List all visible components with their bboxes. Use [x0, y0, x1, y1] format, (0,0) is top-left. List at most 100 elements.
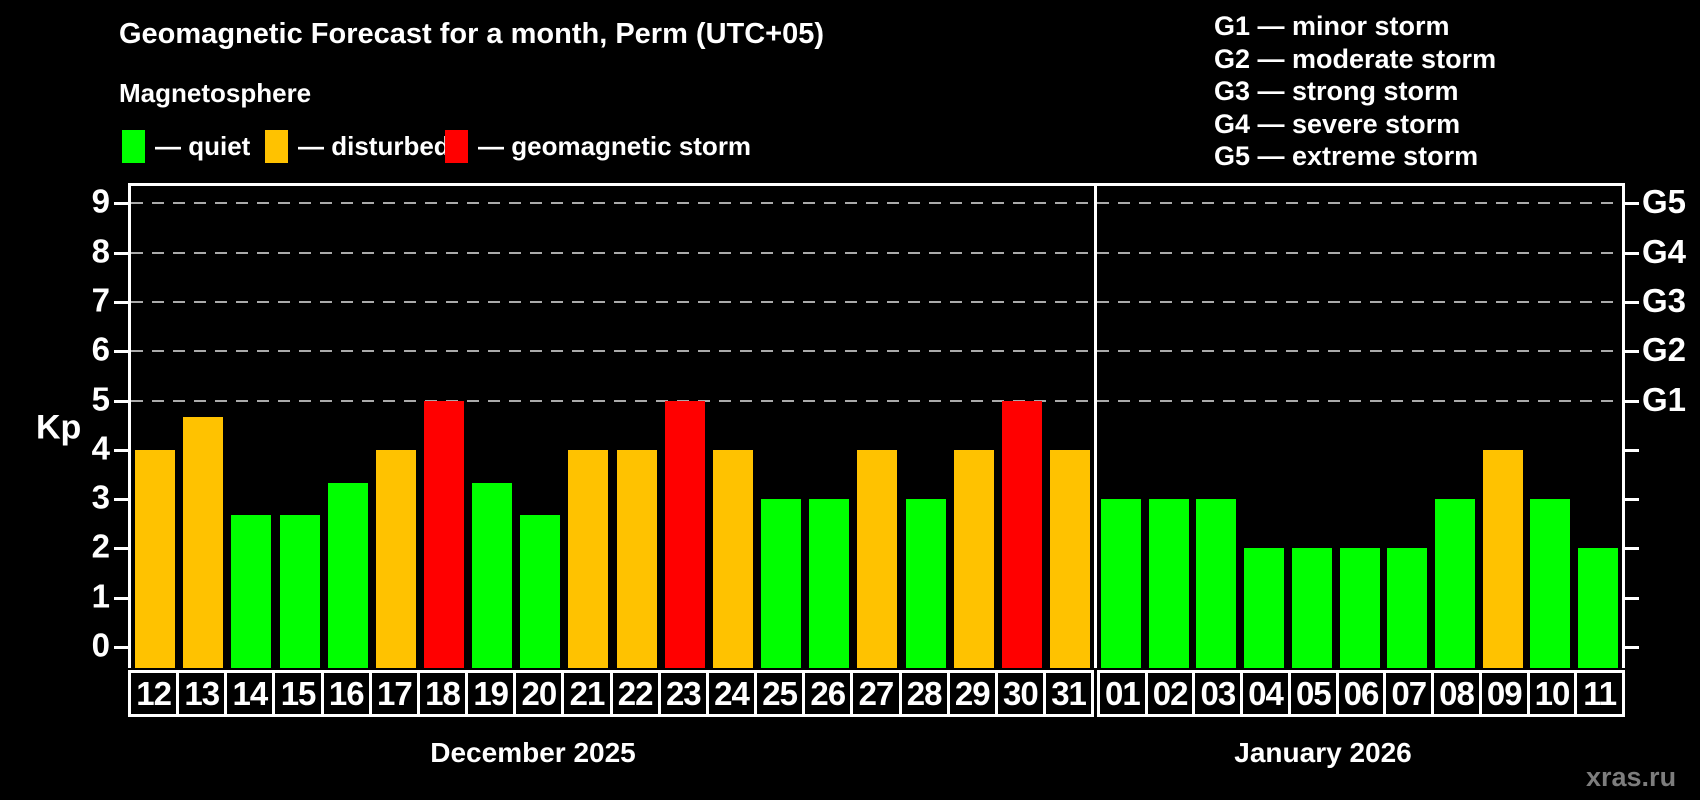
day-axis-label: 26: [802, 673, 850, 714]
y-axis-tick-label: 5: [91, 379, 110, 417]
kp-bar: [761, 499, 802, 668]
day-axis-label: 01: [1105, 675, 1141, 712]
y-axis-tick-label: 9: [91, 182, 110, 220]
day-slot: [275, 186, 323, 668]
day-slot: [227, 186, 275, 668]
day-slot: [1288, 186, 1336, 668]
left-axis-tick: [114, 251, 128, 255]
left-axis-tick: [114, 448, 128, 452]
day-axis-label: 13: [176, 673, 224, 714]
day-axis-label: 21: [561, 673, 609, 714]
day-axis-label: 19: [465, 673, 513, 714]
y-axis-tick-label: 0: [91, 626, 110, 664]
legend-label-quiet: — quiet: [155, 131, 251, 161]
disturbed-color-swatch: [265, 130, 288, 163]
day-axis-label: 09: [1478, 673, 1527, 714]
kp-bar: [1339, 548, 1380, 668]
left-axis-tick: [114, 646, 128, 649]
gridline: [131, 202, 1622, 205]
right-axis-tick: [1625, 596, 1639, 600]
legend-item-quiet: — quiet: [122, 130, 250, 163]
bars-december: [131, 186, 1094, 668]
kp-bar: [1578, 548, 1619, 668]
kp-bar: [472, 482, 513, 668]
day-axis-label: 30: [994, 673, 1043, 714]
kp-bar: [712, 449, 753, 668]
day-axis-label: 07: [1383, 673, 1431, 714]
month-label-january: January 2026: [1234, 737, 1412, 768]
g3-legend-line: G3 — strong storm: [1214, 76, 1459, 106]
day-axis-label: 14: [224, 673, 272, 714]
kp-bar: [183, 416, 224, 668]
y-axis-tick-label: 2: [91, 527, 110, 565]
kp-bar: [1387, 548, 1428, 668]
kp-bar: [279, 515, 320, 668]
day-axis-label: 28: [898, 673, 947, 714]
day-slot: [372, 186, 420, 668]
legend-label-storm: — geomagnetic storm: [478, 131, 752, 161]
day-slot: [420, 186, 468, 668]
day-slot: [1097, 186, 1145, 668]
bars-january: [1097, 186, 1622, 668]
g4-legend-line: G4 — severe storm: [1214, 108, 1461, 139]
kp-bar: [424, 400, 465, 668]
day-axis-label: 27: [850, 673, 898, 714]
right-axis-tick: [1625, 202, 1639, 206]
kp-bar: [905, 499, 946, 668]
day-slot: [564, 186, 612, 668]
kp-bar: [664, 400, 705, 668]
y-axis-tick-label: 7: [91, 281, 110, 319]
g1-legend-line: G1 — minor storm: [1214, 11, 1450, 41]
kp-bar: [953, 449, 994, 668]
kp-bar: [1291, 548, 1332, 668]
day-axis-label: 15: [272, 673, 320, 714]
kp-bar: [1482, 449, 1523, 668]
left-axis-tick: [114, 596, 128, 600]
day-slot: [1046, 186, 1094, 668]
day-axis-label: 12: [136, 675, 172, 712]
g-axis-tick-label: G1: [1642, 380, 1687, 418]
kp-bar: [1530, 499, 1571, 668]
kp-bar: [520, 515, 561, 668]
day-axis-label: 02: [1144, 673, 1193, 714]
kp-bar: [1435, 499, 1475, 668]
y-axis-tick-label: 4: [91, 429, 110, 467]
kp-bar: [616, 449, 657, 668]
month-separator-line: [1094, 186, 1097, 668]
day-slot: [468, 186, 516, 668]
y-axis-tick-label: 8: [91, 232, 110, 270]
g2-legend-line: G2 — moderate storm: [1214, 43, 1497, 74]
day-slot: [709, 186, 757, 668]
right-axis-tick: [1625, 646, 1639, 649]
left-axis-tick: [114, 399, 128, 403]
day-slot: [1192, 186, 1240, 668]
day-axis-label: 16: [320, 673, 369, 714]
day-slot: [853, 186, 901, 668]
day-axis-label: 29: [946, 673, 995, 714]
day-axis-label: 04: [1240, 673, 1288, 714]
day-axis-label: 03: [1192, 673, 1240, 714]
right-axis-tick: [1625, 448, 1639, 452]
kp-bar: [1148, 499, 1189, 668]
right-axis-tick: [1625, 498, 1639, 502]
left-axis-tick: [114, 350, 128, 354]
day-slot: [1431, 186, 1479, 668]
kp-bar: [327, 482, 368, 668]
day-slot: [902, 186, 950, 668]
kp-bar: [375, 449, 416, 668]
kp-bar: [1050, 449, 1091, 668]
watermark: xras.ru: [1586, 762, 1677, 792]
gridline: [131, 251, 1622, 254]
day-axis-label: 06: [1335, 673, 1384, 714]
kp-bar: [1196, 499, 1237, 668]
left-axis-tick: [114, 202, 128, 206]
right-axis-tick: [1625, 300, 1639, 304]
g-axis-tick-label: G4: [1642, 232, 1687, 270]
day-slot: [1383, 186, 1431, 668]
day-axis-label: 10: [1526, 673, 1575, 714]
g-scale-legend: G1 — minor storm G2 — moderate storm G3 …: [1214, 10, 1496, 173]
day-slot: [1479, 186, 1527, 668]
day-slot: [661, 186, 709, 668]
kp-bar: [1100, 499, 1141, 668]
g-axis-tick-label: G5: [1642, 183, 1687, 221]
